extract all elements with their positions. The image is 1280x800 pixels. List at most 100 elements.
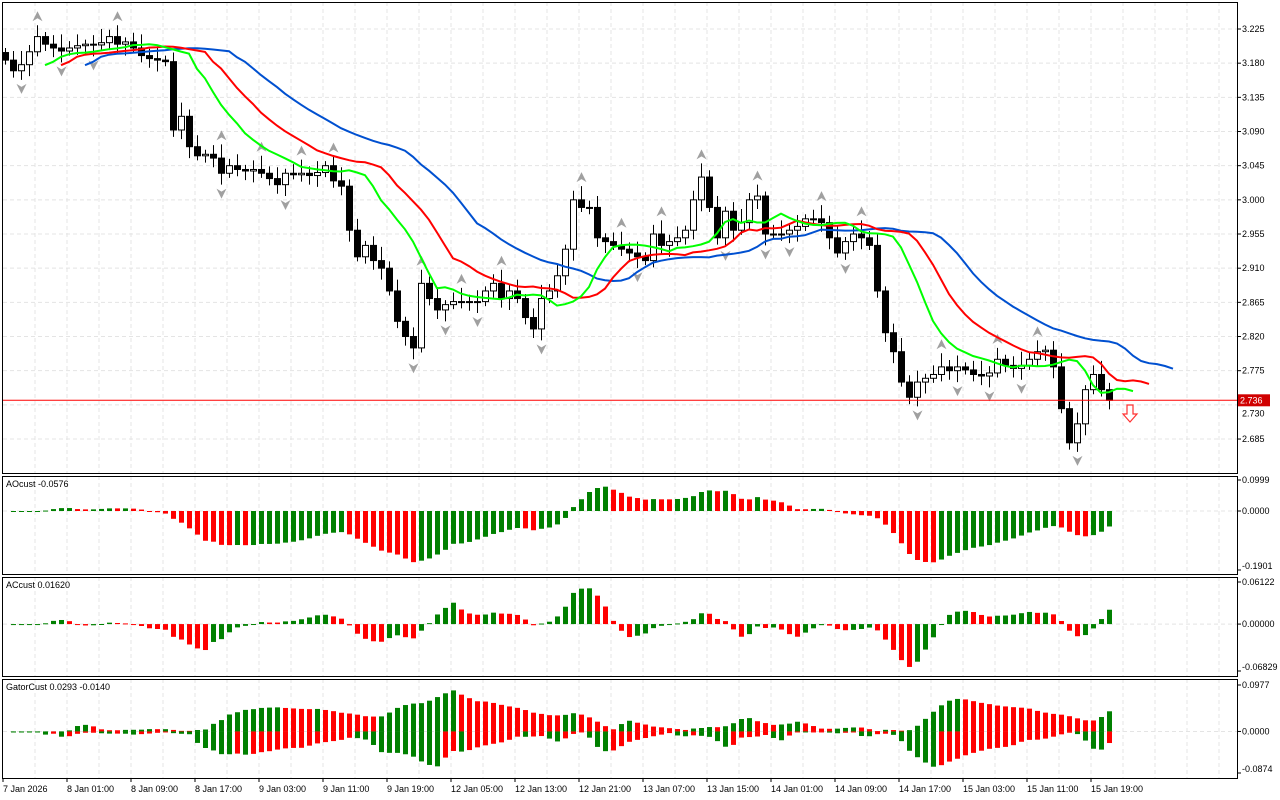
fractal-down-icon [1072, 455, 1083, 466]
candle-bull [506, 290, 513, 300]
histogram-bar [323, 511, 328, 534]
histogram-bar [915, 624, 920, 662]
histogram-bar [619, 724, 624, 732]
candle-bull [474, 301, 481, 304]
pane-border-0 [2, 2, 1238, 474]
candle-bear [874, 244, 881, 292]
histogram-bar [843, 727, 848, 732]
histogram-bar [275, 707, 280, 732]
current-price-badge [1238, 394, 1270, 407]
histogram-bar [227, 511, 232, 546]
histogram-bar [867, 511, 872, 516]
candle-bull [546, 290, 553, 300]
histogram-bar [723, 731, 728, 747]
histogram-bar [739, 498, 744, 512]
candle-bear [610, 241, 617, 246]
histogram-bar [75, 726, 80, 732]
histogram-bar [739, 731, 744, 738]
histogram-bar [1059, 511, 1064, 528]
histogram-bar [1059, 714, 1064, 732]
histogram-bar [419, 731, 424, 762]
histogram-bar [883, 731, 888, 734]
indicator-title: GatorCust 0.0293 -0.0140 [6, 682, 110, 692]
fractal-down-icon [984, 391, 995, 402]
histogram-bar [907, 511, 912, 555]
histogram-bar [355, 511, 360, 539]
alligator-lips-line [44, 43, 1134, 394]
histogram-bar [923, 511, 928, 562]
histogram-bar [635, 731, 640, 740]
histogram-bar [75, 624, 80, 626]
histogram-bar [163, 511, 168, 514]
candle-bear [306, 172, 313, 177]
histogram-bar [619, 624, 624, 631]
histogram-bar [35, 731, 40, 733]
histogram-bar [467, 613, 472, 625]
histogram-bar [331, 711, 336, 732]
histogram-bar [627, 624, 632, 638]
histogram-bar [107, 622, 112, 625]
histogram-bar [675, 729, 680, 732]
histogram-bar [195, 729, 200, 732]
histogram-bar [51, 509, 56, 512]
candle-bear [258, 168, 265, 174]
histogram-bar [979, 614, 984, 625]
candle-bear [42, 36, 49, 45]
histogram-bar [451, 511, 456, 544]
histogram-bar [899, 511, 904, 544]
histogram-bar [67, 621, 72, 625]
candle-bear [50, 43, 57, 49]
candle-bull [26, 51, 33, 66]
fractal-down-icon [840, 263, 851, 274]
histogram-bar [795, 721, 800, 732]
histogram-bar [651, 499, 656, 512]
histogram-bar [195, 731, 200, 743]
histogram-bar [1019, 613, 1024, 625]
histogram-bar [963, 699, 968, 732]
fractal-down-icon [440, 325, 451, 336]
histogram-bar [523, 710, 528, 732]
ao-histogram [11, 486, 1112, 563]
histogram-bar [211, 731, 216, 751]
histogram-bar [139, 624, 144, 626]
histogram-bar [427, 731, 432, 765]
candle-bear [114, 36, 121, 45]
histogram-bar [627, 496, 632, 512]
candle-bear [346, 185, 353, 231]
histogram-bar [451, 690, 456, 732]
histogram-bar [851, 624, 856, 630]
histogram-bar [979, 731, 984, 751]
candle-bear [1058, 366, 1065, 410]
histogram-bar [739, 624, 744, 637]
histogram-bar [99, 731, 104, 734]
histogram-bar [475, 731, 480, 748]
histogram-bar [923, 624, 928, 650]
histogram-bar [323, 709, 328, 732]
histogram-bar [27, 511, 32, 513]
histogram-bar [427, 511, 432, 559]
histogram-bar [763, 499, 768, 512]
histogram-bar [451, 602, 456, 625]
histogram-bar [763, 624, 768, 629]
candle-bull [914, 381, 921, 398]
histogram-bar [595, 731, 600, 747]
histogram-bar [635, 498, 640, 512]
histogram-bar [539, 731, 544, 737]
candle-bull [66, 47, 73, 52]
histogram-bar [355, 731, 360, 739]
histogram-bar [603, 486, 608, 512]
histogram-bar [483, 731, 488, 746]
histogram-bar [219, 511, 224, 545]
candle-bull [106, 36, 113, 44]
alligator-jaw-line [84, 47, 1174, 370]
histogram-bar [1043, 731, 1048, 739]
candle-bear [162, 59, 169, 63]
histogram-bar [507, 731, 512, 740]
histogram-bar [235, 624, 240, 628]
histogram-bar [211, 723, 216, 732]
histogram-bar [1075, 731, 1080, 735]
histogram-bar [795, 624, 800, 637]
histogram-bar [923, 718, 928, 732]
candle-bull [682, 229, 689, 239]
